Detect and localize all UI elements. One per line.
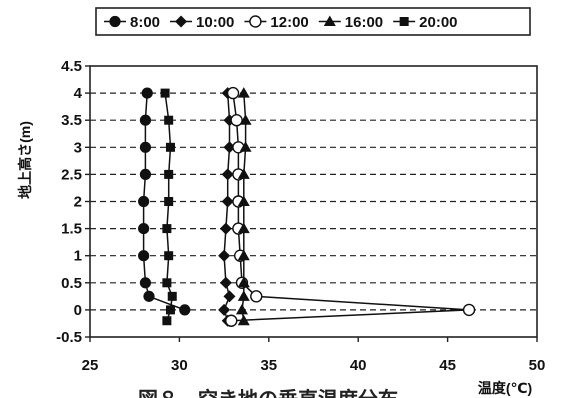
- legend-marker: [249, 15, 262, 28]
- data-point: [237, 168, 250, 179]
- series-2000: [160, 88, 177, 326]
- data-point: [237, 195, 250, 206]
- data-point: [179, 304, 191, 316]
- data-point: [139, 277, 152, 289]
- data-point: [219, 222, 232, 235]
- legend-item: 10:00: [170, 14, 234, 31]
- legend-box: [95, 7, 531, 36]
- x-tick-label: 25: [82, 357, 99, 374]
- data-point: [164, 169, 174, 179]
- data-point: [219, 276, 232, 289]
- y-tick-label: 0: [74, 302, 82, 319]
- data-point: [167, 291, 177, 301]
- data-point: [164, 251, 174, 261]
- data-point: [237, 249, 250, 261]
- data-point: [237, 222, 250, 234]
- data-point: [165, 142, 175, 152]
- data-point: [225, 314, 238, 327]
- y-tick-label: 0.5: [61, 275, 82, 292]
- data-point: [462, 303, 476, 317]
- y-tick-label: -0.5: [56, 329, 82, 346]
- data-point: [139, 114, 152, 126]
- y-tick-label: 2: [74, 194, 82, 211]
- data-point: [218, 249, 231, 262]
- x-tick-label: 50: [529, 357, 546, 374]
- legend-item: 12:00: [244, 14, 309, 31]
- legend: 8:00 10:00 12:00 16:00 20:00: [104, 14, 458, 31]
- series-line: [142, 93, 186, 311]
- legend-marker: [109, 15, 121, 28]
- data-point: [218, 303, 231, 316]
- ticks: 4.5 4 3.5 3 2.5 2 1.5 1 0.5 0 -0.525 30 35 40 45 50: [56, 58, 545, 374]
- data-point: [250, 290, 263, 303]
- series-1600: [235, 87, 252, 326]
- x-tick-label: 40: [350, 357, 367, 374]
- data-point: [162, 316, 172, 326]
- data-point: [239, 114, 252, 125]
- data-point: [139, 168, 152, 180]
- data-point: [143, 290, 155, 302]
- x-axis-label: 温度(℃): [478, 380, 532, 396]
- data-point: [164, 115, 174, 125]
- legend-item: 8:00: [104, 14, 160, 31]
- data-point: [237, 290, 250, 301]
- legend-item: 16:00: [318, 14, 383, 31]
- data-point: [226, 86, 240, 100]
- y-tick-label: 4.5: [61, 58, 82, 75]
- legend-label: 10:00: [196, 14, 234, 31]
- x-tick-label: 45: [439, 357, 456, 374]
- data-point: [162, 224, 172, 234]
- legend-marker: [323, 15, 336, 26]
- data-point: [164, 197, 174, 206]
- legend-marker: [399, 17, 409, 26]
- data-point: [237, 276, 250, 288]
- data-point: [165, 305, 175, 315]
- data-point: [237, 314, 250, 326]
- y-tick-label: 2.5: [61, 166, 82, 183]
- x-tick-label: 35: [260, 357, 277, 374]
- data-point: [138, 195, 150, 208]
- data-point: [223, 141, 236, 154]
- data-point: [223, 290, 236, 303]
- data-point: [237, 87, 250, 98]
- legend-marker: [175, 15, 188, 28]
- data-point: [139, 141, 152, 153]
- y-tick-label: 1: [74, 248, 82, 265]
- data-point: [160, 88, 170, 98]
- figure-caption: 図８ 空き地の垂直温度分布: [138, 387, 398, 398]
- data-point: [235, 303, 248, 315]
- data-point: [138, 250, 150, 262]
- legend-label: 12:00: [270, 14, 308, 31]
- data-point: [138, 223, 150, 235]
- legend-label: 20:00: [419, 14, 457, 31]
- y-tick-label: 3: [74, 139, 82, 156]
- legend-label: 16:00: [345, 14, 383, 31]
- y-tick-label: 3.5: [61, 112, 82, 129]
- data-point: [230, 113, 243, 127]
- data-point: [221, 195, 234, 208]
- y-tick-label: 1.5: [61, 221, 82, 238]
- legend-label: 8:00: [130, 14, 160, 31]
- data-point: [162, 278, 172, 288]
- data-point: [221, 168, 234, 181]
- y-tick-label: 4: [74, 85, 83, 102]
- legend-item: 20:00: [393, 14, 458, 31]
- series-800: [138, 87, 191, 316]
- data-point: [141, 87, 153, 99]
- data-point: [239, 141, 252, 152]
- y-axis-label: 地上高さ(m): [17, 121, 33, 199]
- series-layer: [138, 86, 476, 327]
- x-tick-label: 30: [171, 357, 188, 374]
